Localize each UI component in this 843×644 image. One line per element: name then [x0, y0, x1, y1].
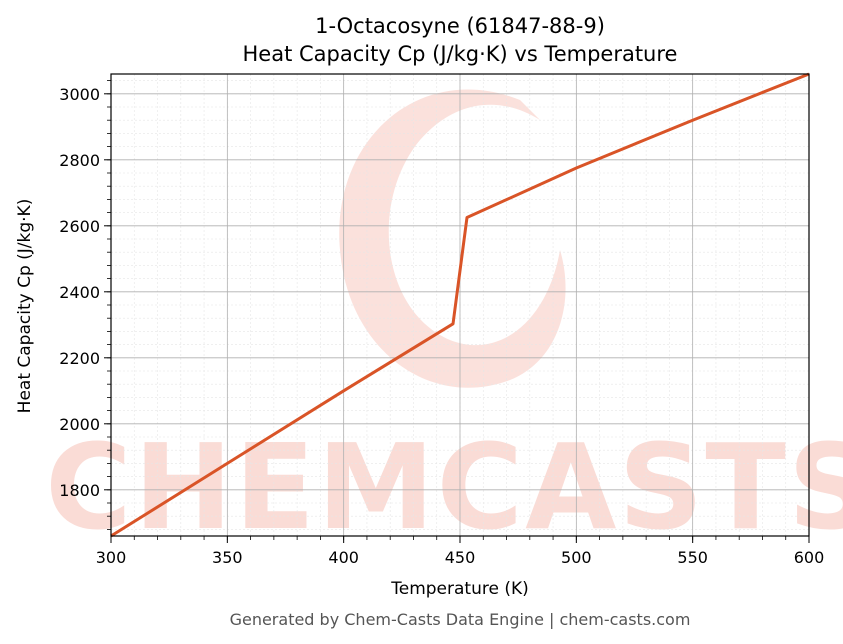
x-tick-label: 500 — [561, 548, 592, 567]
x-axis-ticks: 300 350 400 450 500 550 600 — [96, 536, 825, 567]
x-axis-label: Temperature (K) — [390, 579, 529, 599]
x-tick-label: 300 — [96, 548, 127, 567]
watermark-text: CHEMCASTS — [45, 418, 843, 556]
chart-title: 1-Octacosyne (61847-88-9) — [315, 14, 605, 38]
y-tick-label: 2000 — [59, 415, 100, 434]
series-line — [110, 72, 810, 538]
footer-credit: Generated by Chem-Casts Data Engine | ch… — [230, 610, 691, 629]
x-tick-label: 600 — [794, 548, 825, 567]
chart-subtitle: Heat Capacity Cp (J/kg·K) vs Temperature — [243, 42, 678, 66]
x-tick-label: 450 — [445, 548, 476, 567]
y-axis-ticks: 1800 2000 2200 2400 2600 2800 3000 — [59, 80, 111, 530]
y-tick-label: 2600 — [59, 217, 100, 236]
y-tick-label: 3000 — [59, 85, 100, 104]
y-tick-label: 2400 — [59, 283, 100, 302]
y-tick-label: 2800 — [59, 151, 100, 170]
x-tick-label: 350 — [212, 548, 243, 567]
x-tick-label: 550 — [677, 548, 708, 567]
series-layer — [110, 72, 810, 538]
x-tick-label: 400 — [328, 548, 359, 567]
y-tick-label: 1800 — [59, 481, 100, 500]
y-axis-label: Heat Capacity Cp (J/kg·K) — [15, 199, 35, 414]
watermark-swirl-icon — [339, 89, 566, 388]
watermark-logo: CHEMCASTS — [45, 89, 843, 556]
y-tick-label: 2200 — [59, 349, 100, 368]
major-grid — [110, 74, 810, 536]
